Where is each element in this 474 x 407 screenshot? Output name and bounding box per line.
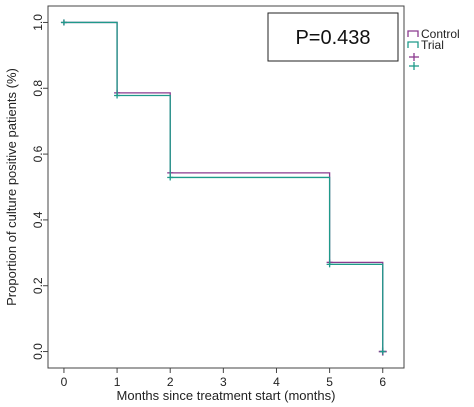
data-point xyxy=(379,348,386,355)
y-tick-label: 0.2 xyxy=(31,277,45,294)
y-axis-label: Proportion of culture positive patients … xyxy=(4,68,19,306)
legend-marker-trial xyxy=(409,62,419,70)
legend-swatch xyxy=(407,41,419,48)
x-tick-label: 6 xyxy=(379,375,386,389)
x-tick-label: 0 xyxy=(61,375,68,389)
x-axis-ticks: 0 1 2 3 4 5 6 xyxy=(61,368,386,389)
legend-label: Control xyxy=(421,27,460,41)
series-lines xyxy=(60,19,387,356)
p-value-text: P=0.438 xyxy=(295,27,370,49)
plot-frame xyxy=(47,5,405,369)
legend-label: Trial xyxy=(421,38,444,52)
x-tick-label: 1 xyxy=(114,375,121,389)
y-axis-ticks: 0.0 0.2 0.4 0.6 0.8 1.0 xyxy=(31,14,48,360)
x-tick-label: 3 xyxy=(220,375,227,389)
data-point xyxy=(114,92,121,99)
data-point xyxy=(326,261,333,268)
y-tick-label: 0.4 xyxy=(31,211,45,228)
data-point xyxy=(167,174,174,181)
x-tick-label: 5 xyxy=(326,375,333,389)
x-tick-label: 4 xyxy=(273,375,280,389)
legend-marker-control xyxy=(409,53,419,61)
y-tick-label: 1.0 xyxy=(31,14,45,31)
series-trial xyxy=(60,19,386,355)
p-value-box: P=0.438 xyxy=(267,12,399,62)
data-point xyxy=(60,19,67,26)
y-tick-label: 0.8 xyxy=(31,80,45,97)
y-tick-label: 0.0 xyxy=(31,343,45,360)
x-axis-label: Months since treatment start (months) xyxy=(117,388,336,403)
legend-entry-control: Control xyxy=(407,27,460,41)
y-tick-label: 0.6 xyxy=(31,145,45,162)
legend-entry-trial: Trial xyxy=(407,38,444,52)
x-tick-label: 2 xyxy=(167,375,174,389)
legend-swatch xyxy=(407,30,419,37)
